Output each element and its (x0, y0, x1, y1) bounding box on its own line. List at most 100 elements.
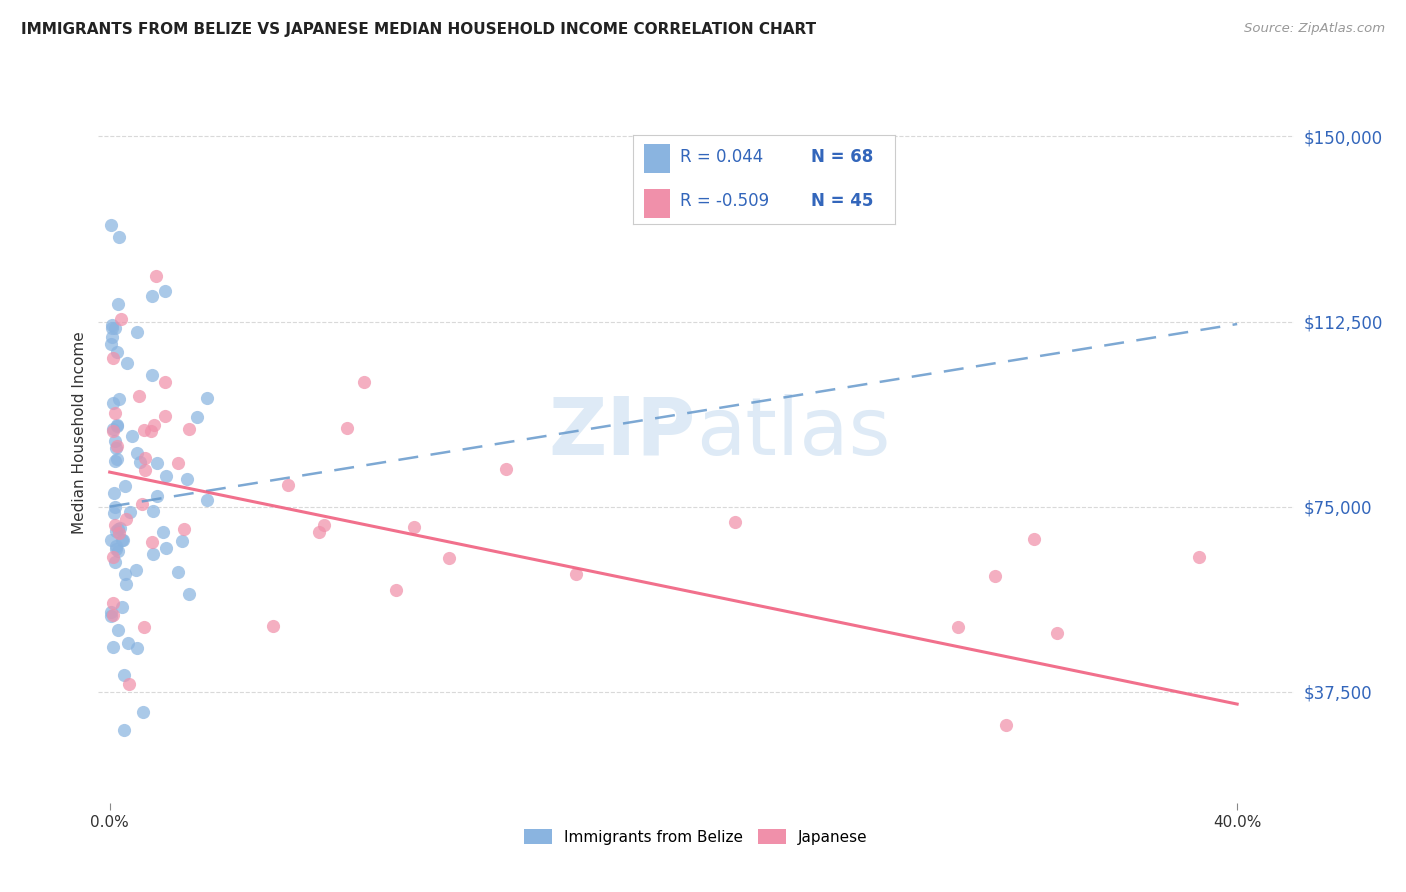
Point (946, 620, 969, 634)
Point (152, 525, 174, 540)
Point (101, 607, 124, 622)
Point (104, 454, 127, 468)
Point (173, 522, 195, 536)
Point (141, 368, 163, 382)
Point (186, 410, 208, 425)
Point (100, 336, 122, 351)
Point (105, 344, 128, 359)
Point (107, 297, 129, 311)
Point (143, 417, 166, 432)
Point (404, 520, 426, 534)
Point (167, 566, 190, 580)
Point (125, 325, 148, 339)
Point (104, 441, 127, 455)
Point (100, 219, 122, 233)
Point (139, 425, 162, 439)
Point (565, 566, 588, 581)
Point (142, 504, 165, 518)
Point (308, 524, 330, 539)
Point (105, 418, 128, 433)
Point (1188, 550, 1211, 565)
Point (125, 563, 148, 577)
Point (155, 468, 177, 483)
Point (105, 539, 128, 553)
Point (101, 351, 124, 366)
Point (177, 587, 200, 601)
Point (112, 723, 135, 738)
Point (104, 406, 127, 420)
Point (111, 533, 134, 548)
Point (108, 521, 131, 535)
Point (153, 284, 176, 298)
Point (104, 434, 127, 448)
Point (101, 330, 124, 344)
Text: Source: ZipAtlas.com: Source: ZipAtlas.com (1244, 22, 1385, 36)
Point (114, 567, 136, 582)
Point (104, 518, 127, 533)
Point (132, 705, 155, 719)
Point (262, 619, 284, 633)
Point (101, 596, 124, 610)
Text: N = 68: N = 68 (811, 148, 873, 166)
Point (114, 478, 136, 492)
Point (112, 668, 135, 682)
Point (105, 419, 128, 434)
Text: IMMIGRANTS FROM BELIZE VS JAPANESE MEDIAN HOUSEHOLD INCOME CORRELATION CHART: IMMIGRANTS FROM BELIZE VS JAPANESE MEDIA… (21, 22, 817, 37)
FancyBboxPatch shape (644, 145, 671, 173)
Point (110, 312, 132, 326)
Point (312, 518, 335, 533)
Point (134, 463, 156, 477)
Point (100, 533, 122, 547)
Point (100, 605, 122, 619)
FancyBboxPatch shape (644, 189, 671, 218)
Point (155, 541, 177, 556)
Point (146, 457, 169, 471)
Text: N = 45: N = 45 (811, 193, 873, 211)
Point (107, 543, 129, 558)
Point (104, 321, 127, 335)
Point (111, 600, 134, 615)
Point (384, 583, 406, 598)
Point (1024, 532, 1046, 546)
Point (176, 472, 198, 486)
Point (195, 492, 218, 507)
Point (134, 620, 156, 634)
Point (437, 550, 460, 565)
Point (103, 506, 125, 520)
Point (108, 230, 131, 244)
Text: ZIP: ZIP (548, 393, 696, 472)
Text: R = -0.509: R = -0.509 (681, 193, 769, 211)
Point (103, 396, 125, 410)
Point (108, 526, 131, 541)
Point (277, 477, 299, 491)
Point (155, 409, 177, 423)
Point (104, 500, 127, 515)
Point (125, 641, 148, 656)
Point (141, 534, 163, 549)
Point (105, 542, 128, 557)
Point (195, 392, 218, 406)
Point (111, 533, 134, 548)
Point (105, 452, 128, 467)
Point (153, 375, 176, 389)
Point (120, 505, 142, 519)
Point (131, 497, 153, 511)
Point (1046, 626, 1069, 640)
Point (101, 425, 124, 439)
Point (107, 522, 129, 536)
Point (141, 289, 163, 303)
Point (132, 423, 155, 437)
Text: R = 0.044: R = 0.044 (681, 148, 763, 166)
Point (105, 439, 128, 453)
Point (128, 455, 150, 469)
Text: atlas: atlas (696, 393, 890, 472)
Point (107, 623, 129, 637)
Point (353, 375, 375, 389)
Point (101, 318, 124, 332)
Point (179, 422, 201, 436)
Point (167, 456, 190, 470)
Point (101, 321, 124, 335)
Point (115, 355, 138, 369)
Point (101, 422, 124, 436)
Point (100, 608, 122, 623)
